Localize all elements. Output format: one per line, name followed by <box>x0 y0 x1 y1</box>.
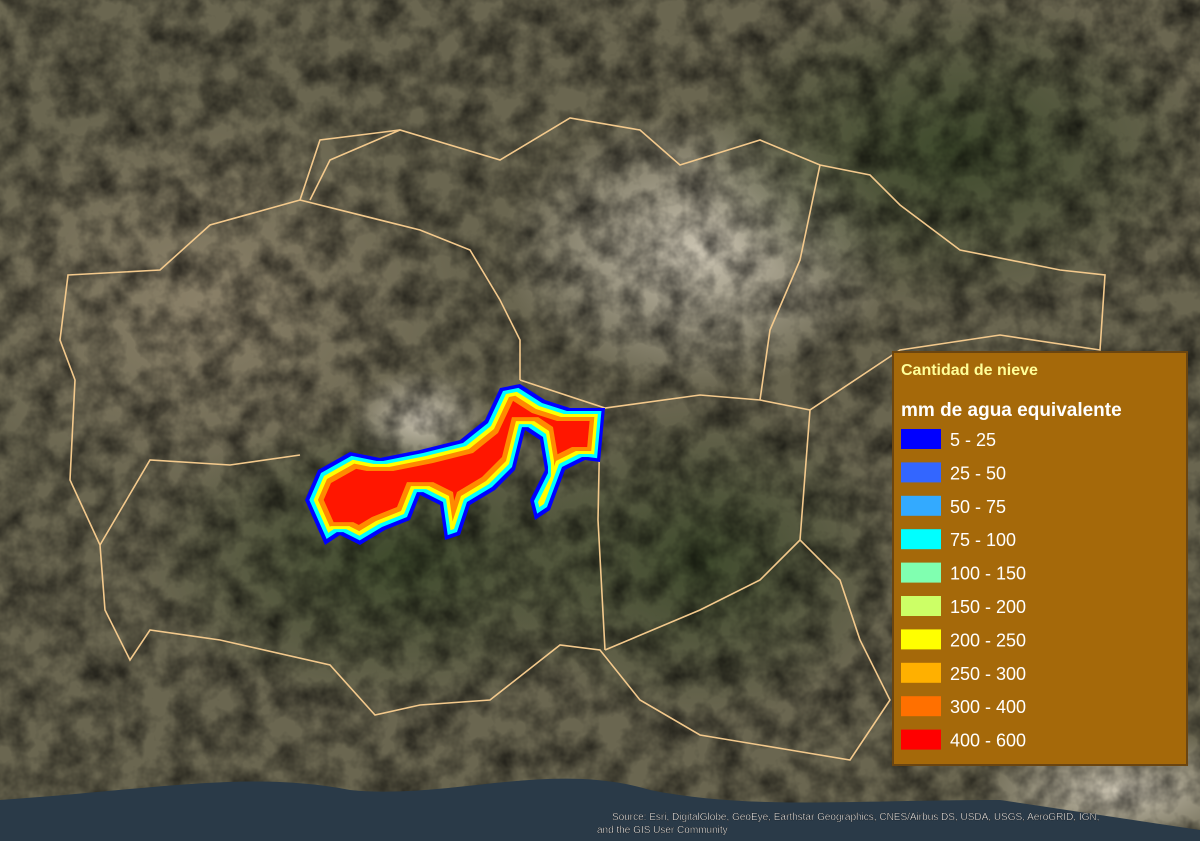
legend-label: 75 - 100 <box>950 530 1016 550</box>
boundaries <box>59 117 1106 761</box>
legend-label: 50 - 75 <box>950 497 1006 517</box>
legend-label: 100 - 150 <box>950 564 1026 584</box>
legend-swatch <box>901 662 941 683</box>
legend-subtitle: mm de agua equivalente <box>901 400 1122 421</box>
attribution: Source: Esri, DigitalGlobe, GeoEye, Eart… <box>612 812 1099 823</box>
legend-swatch <box>901 495 941 516</box>
legend-label: 250 - 300 <box>950 664 1026 684</box>
legend-swatch <box>901 562 941 583</box>
legend-label: 200 - 250 <box>950 630 1026 650</box>
legend-label: 300 - 400 <box>950 697 1026 717</box>
legend-swatch <box>901 596 941 616</box>
legend-swatch <box>901 629 941 650</box>
legend-title: Cantidad de nieve <box>901 362 1038 379</box>
legend-swatch <box>901 529 941 550</box>
legend-label: 25 - 50 <box>950 463 1006 483</box>
legend-box <box>892 351 1188 766</box>
legend: Cantidad de nieve mm de agua equivalente… <box>892 351 1188 766</box>
legend-swatch <box>901 729 941 750</box>
legend-swatch <box>901 696 941 717</box>
legend-label: 400 - 600 <box>950 731 1026 751</box>
legend-label: 150 - 200 <box>950 597 1026 617</box>
attribution: and the GIS User Community <box>597 825 728 836</box>
legend-swatch <box>901 429 941 449</box>
legend-swatch <box>901 462 941 483</box>
sea <box>0 778 1200 841</box>
legend-label: 5 - 25 <box>950 430 996 450</box>
